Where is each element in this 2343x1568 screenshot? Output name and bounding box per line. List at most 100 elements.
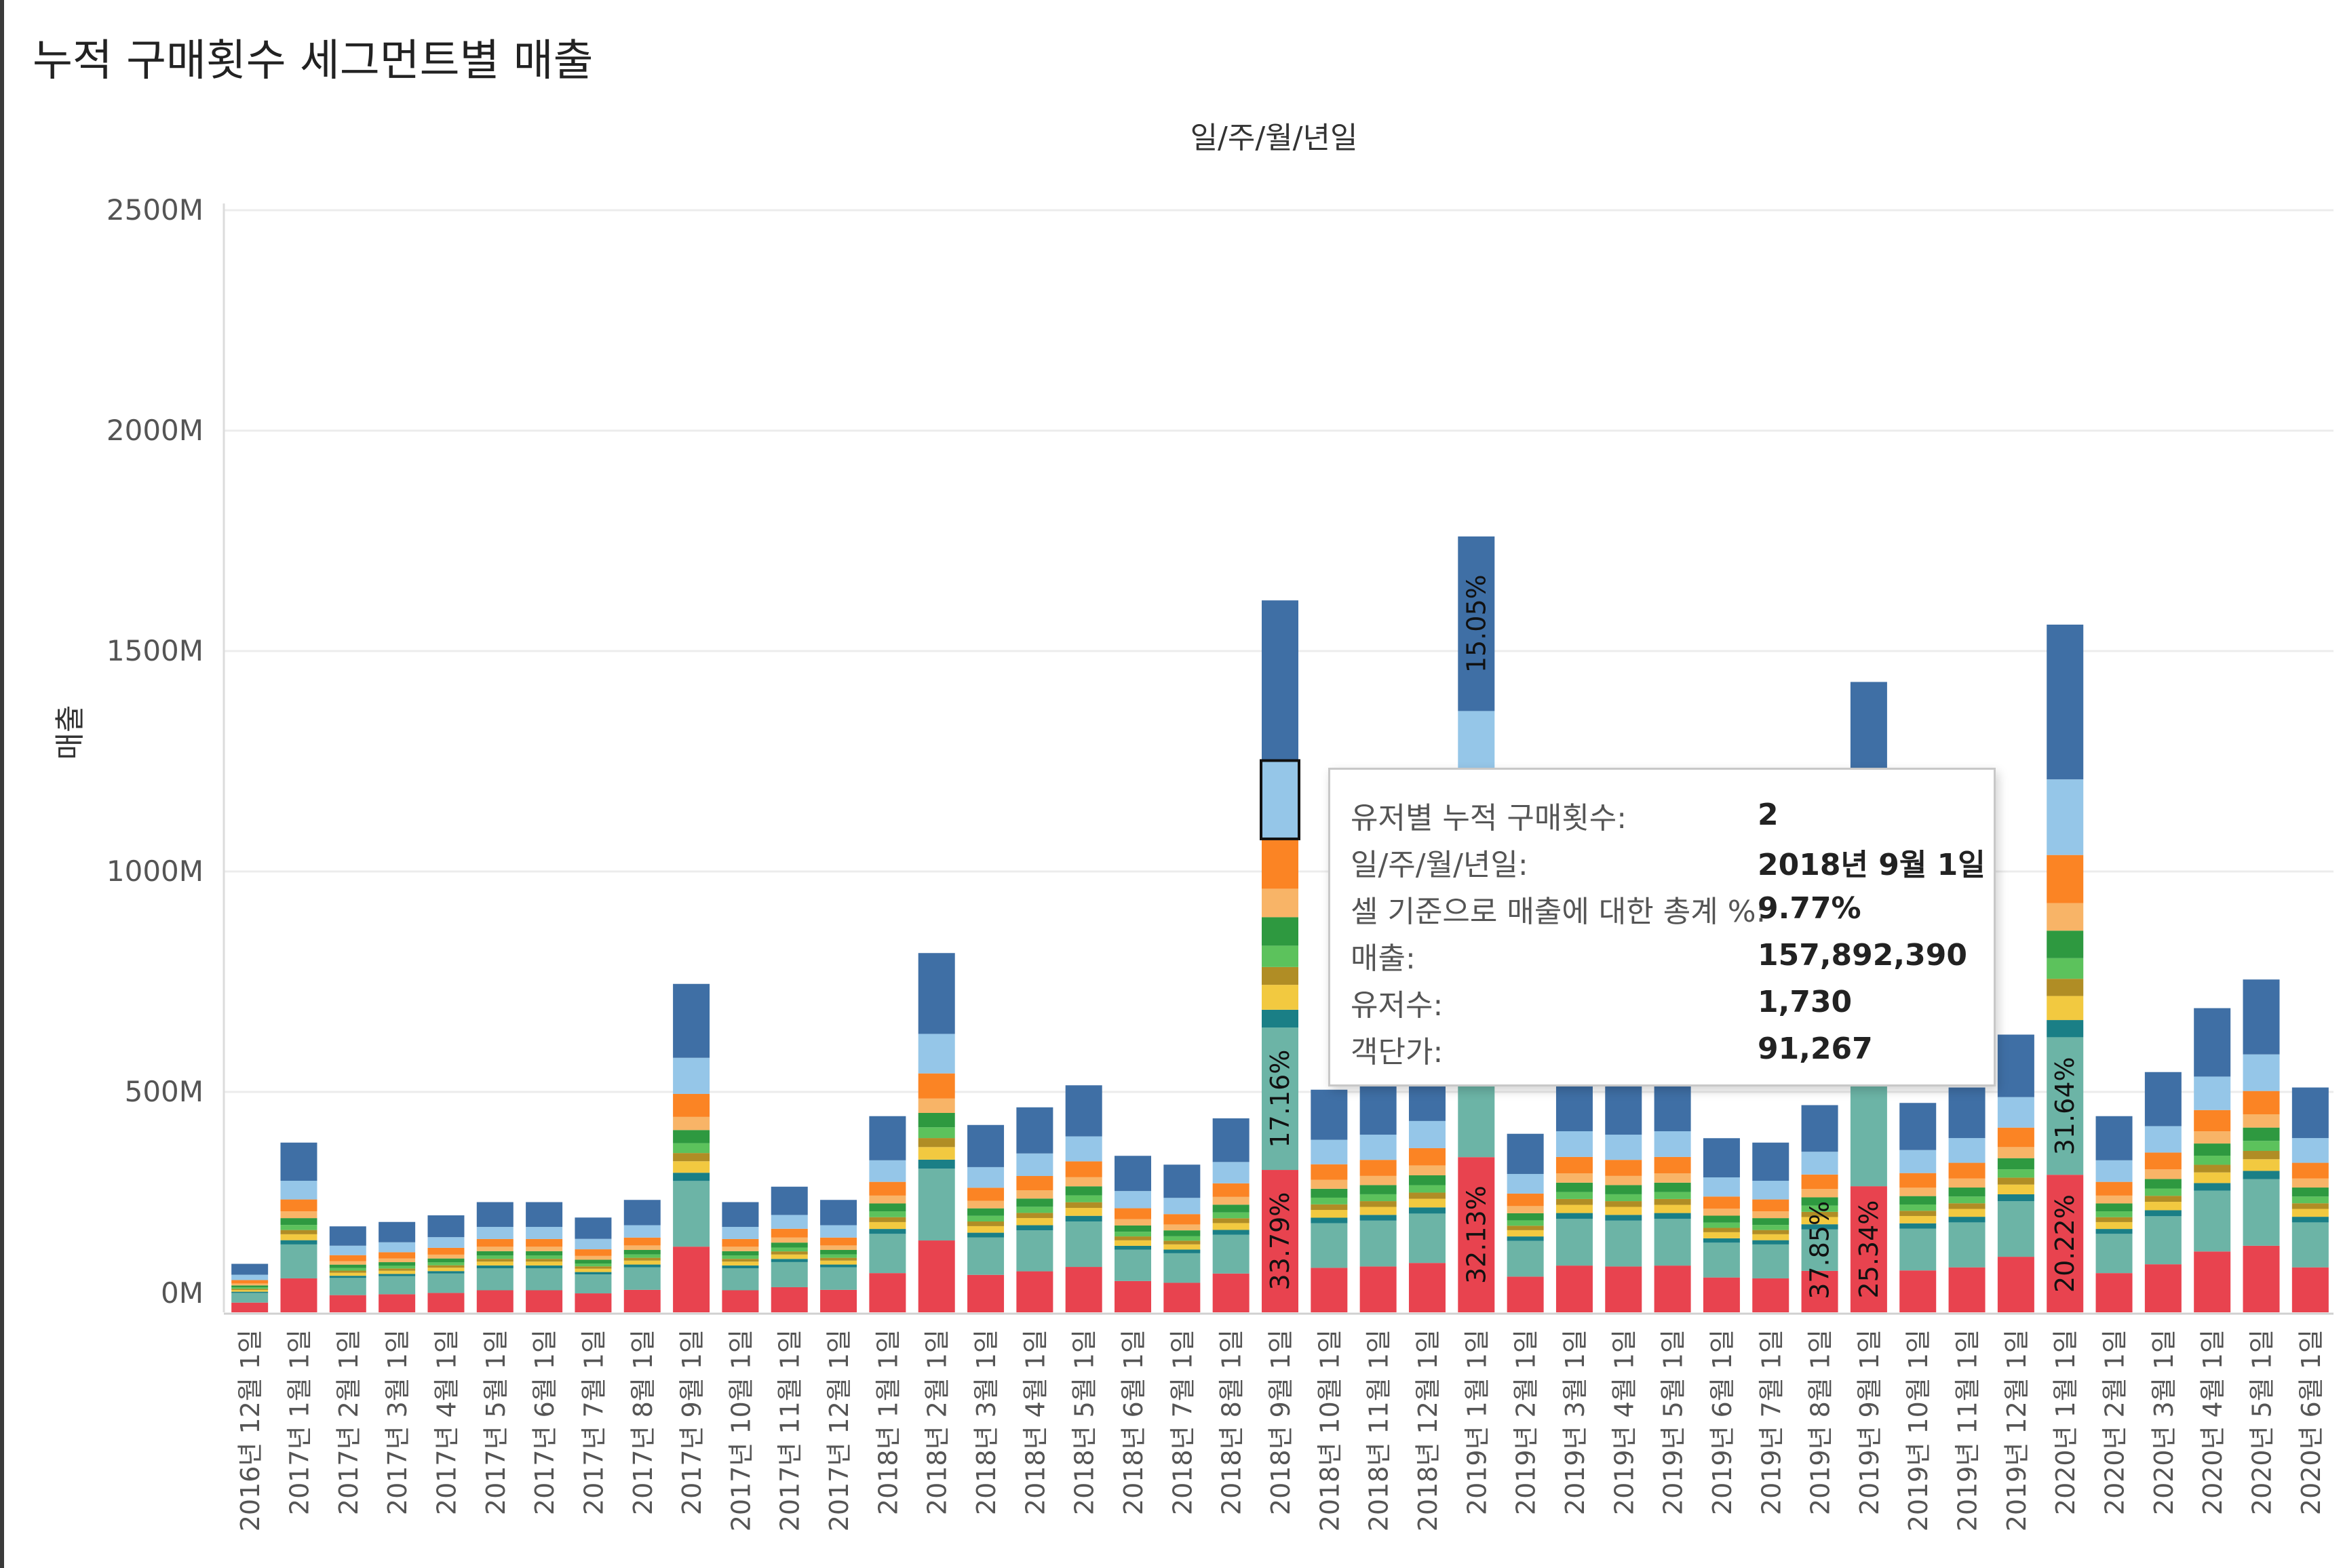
bar-segment[interactable] (820, 1237, 857, 1246)
bar-segment[interactable] (2291, 1087, 2329, 1139)
bar-segment[interactable] (722, 1268, 759, 1291)
bar-segment[interactable] (1507, 1213, 1544, 1221)
bar-segment[interactable] (2047, 930, 2084, 958)
bar-segment[interactable] (1262, 985, 1298, 1010)
bar-segment[interactable] (1703, 1222, 1740, 1228)
bar-segment[interactable] (1311, 1089, 1348, 1140)
bar-segment[interactable] (1605, 1083, 1642, 1135)
bar-segment[interactable] (771, 1254, 808, 1259)
bar-segment[interactable] (1703, 1209, 1740, 1216)
bar-segment[interactable] (2144, 1169, 2182, 1179)
bar-segment[interactable] (1899, 1270, 1937, 1312)
bar-segment[interactable] (231, 1289, 269, 1291)
bar-segment[interactable] (2144, 1072, 2182, 1126)
bar-segment[interactable] (1948, 1188, 1986, 1197)
bar-segment[interactable] (329, 1270, 366, 1273)
bar-segment[interactable] (280, 1199, 317, 1212)
bar-segment[interactable] (2047, 625, 2084, 780)
bar-segment[interactable] (1262, 945, 1298, 967)
bar-segment[interactable] (1507, 1226, 1544, 1230)
bar-segment[interactable] (1359, 1207, 1397, 1215)
bar-segment[interactable] (2291, 1209, 2329, 1217)
bar-segment[interactable] (820, 1264, 857, 1268)
bar-segment[interactable] (379, 1274, 416, 1276)
bar-segment[interactable] (1997, 1169, 2034, 1178)
bar-segment[interactable] (1654, 1078, 1691, 1132)
bar-segment[interactable] (2243, 1054, 2280, 1091)
bar-segment[interactable] (1507, 1193, 1544, 1207)
bar-segment[interactable] (771, 1228, 808, 1238)
bar-segment[interactable] (820, 1254, 857, 1258)
bar-segment[interactable] (1163, 1198, 1201, 1215)
bar-segment[interactable] (623, 1245, 661, 1251)
bar-segment[interactable] (1997, 1147, 2034, 1158)
bar-segment[interactable] (1801, 1229, 1838, 1271)
bar-segment[interactable] (1408, 1185, 1446, 1193)
bar-segment[interactable] (918, 1127, 955, 1139)
bar-segment[interactable] (869, 1160, 906, 1182)
bar-segment[interactable] (1899, 1150, 1937, 1173)
bar-segment[interactable] (379, 1242, 416, 1253)
bar-segment[interactable] (820, 1200, 857, 1226)
bar-segment[interactable] (2095, 1234, 2133, 1274)
bar-segment[interactable] (1507, 1133, 1544, 1174)
bar-segment[interactable] (1654, 1204, 1691, 1213)
bar-segment[interactable] (623, 1225, 661, 1238)
bar-segment[interactable] (1801, 1189, 1838, 1198)
bar-segment[interactable] (1359, 1083, 1397, 1135)
bar-segment[interactable] (2047, 855, 2084, 903)
bar-segment[interactable] (2144, 1126, 2182, 1153)
bar-segment[interactable] (2243, 1114, 2280, 1128)
bar-segment[interactable] (623, 1237, 661, 1246)
bar-segment[interactable] (2243, 1159, 2280, 1171)
bar-segment[interactable] (2194, 1172, 2231, 1183)
bar-segment[interactable] (526, 1268, 563, 1291)
bar-segment[interactable] (1212, 1230, 1250, 1235)
bar-segment[interactable] (1408, 1213, 1446, 1263)
bar-segment[interactable] (673, 1247, 710, 1312)
bar-segment[interactable] (771, 1215, 808, 1229)
bar-segment[interactable] (771, 1242, 808, 1248)
bar-segment[interactable] (2144, 1188, 2182, 1196)
bar-segment[interactable] (1163, 1236, 1201, 1241)
bar-segment[interactable] (2144, 1152, 2182, 1170)
bar-segment[interactable] (722, 1265, 759, 1268)
bar-segment[interactable] (1408, 1120, 1446, 1148)
bar-segment[interactable] (575, 1268, 612, 1272)
bar-segment[interactable] (476, 1227, 514, 1239)
bar-segment[interactable] (967, 1232, 1005, 1238)
bar-segment[interactable] (329, 1272, 366, 1276)
bar-segment[interactable] (2194, 1156, 2231, 1165)
bar-segment[interactable] (379, 1258, 416, 1263)
bar-segment[interactable] (1212, 1162, 1250, 1183)
bar-segment[interactable] (1997, 1184, 2034, 1194)
bar-segment[interactable] (2095, 1221, 2133, 1230)
bar-segment[interactable] (2047, 1037, 2084, 1175)
bar-segment[interactable] (1311, 1179, 1348, 1189)
bar-segment[interactable] (575, 1255, 612, 1260)
bar-segment[interactable] (673, 1173, 710, 1181)
bar-segment[interactable] (231, 1280, 269, 1284)
bar-segment[interactable] (1654, 1213, 1691, 1219)
bar-segment[interactable] (1948, 1138, 1986, 1163)
bar-segment[interactable] (1899, 1196, 1937, 1204)
bar-segment[interactable] (280, 1244, 317, 1278)
bar-segment[interactable] (1262, 1009, 1298, 1028)
bar-segment[interactable] (869, 1229, 906, 1234)
bar-segment[interactable] (1997, 1034, 2034, 1097)
bar-segment[interactable] (1262, 760, 1298, 839)
bar-segment[interactable] (476, 1202, 514, 1228)
bar-segment[interactable] (379, 1268, 416, 1271)
bar-segment[interactable] (231, 1263, 269, 1275)
bar-segment[interactable] (2194, 1164, 2231, 1173)
bar-segment[interactable] (2291, 1162, 2329, 1179)
bar-segment[interactable] (918, 1147, 955, 1160)
bar-segment[interactable] (2243, 1141, 2280, 1151)
bar-segment[interactable] (427, 1268, 465, 1272)
bar-segment[interactable] (1311, 1139, 1348, 1164)
bar-segment[interactable] (1065, 1202, 1102, 1209)
bar-segment[interactable] (1555, 1156, 1593, 1174)
bar-segment[interactable] (1262, 888, 1298, 918)
bar-segment[interactable] (1654, 1131, 1691, 1157)
bar-segment[interactable] (476, 1259, 514, 1262)
